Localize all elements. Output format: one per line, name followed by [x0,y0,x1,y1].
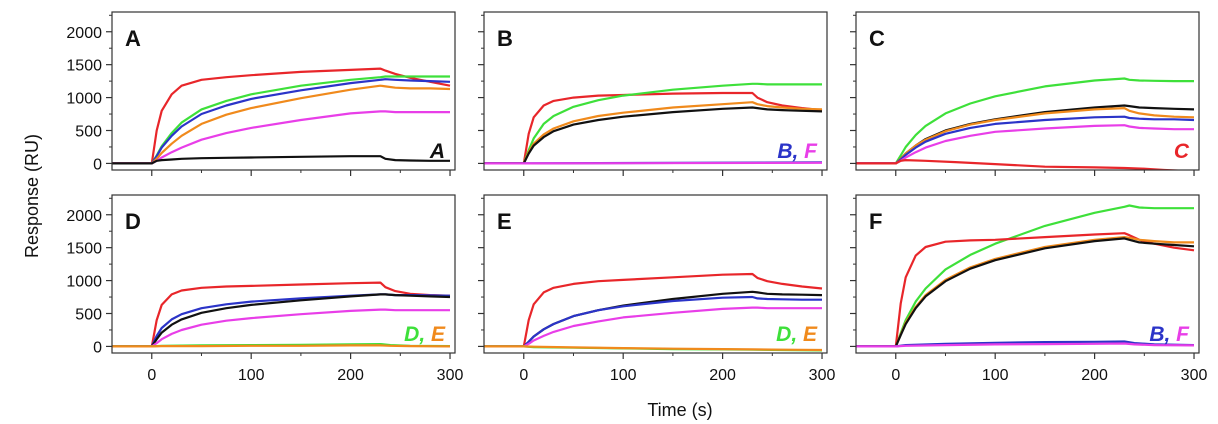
panel-c-series-line-5 [856,124,1194,165]
panel-d-legend-entry: D, [404,323,425,346]
panel-e-x-tick-label: 300 [809,367,836,384]
panel-f-x-tick-label: 300 [1181,367,1208,384]
panel-d-y-tick-label: 500 [75,307,102,324]
panel-c-series-line-1 [856,77,1194,165]
panel-a-y-tick-label: 2000 [66,25,102,42]
panel-f-series [856,204,1195,348]
panel-f-frame [855,194,1200,354]
panel-f-x-tick-label: 100 [982,367,1009,384]
panel-b-frame [483,11,828,171]
panel-d-series-line-3 [112,293,451,348]
panel-e-legend-entry: D, [776,323,797,346]
panel-c-legend: C [1174,140,1190,163]
panel-e-series-line-4 [484,306,822,348]
panel-d-frame [111,194,456,354]
panel-b-letter: B [497,26,513,51]
panel-b-legend: B, F [777,140,818,163]
panel-d-x-tick-label: 200 [337,367,364,384]
panel-b-series-line-3 [484,101,823,165]
panel-d-series-line-6 [112,344,451,348]
panel-d-y-tick-label: 2000 [66,208,102,225]
panel-b-series-line-1 [484,91,823,165]
panel-f-series-line-4 [856,237,1195,348]
panel-a-series-line-6 [112,155,450,165]
panel-a-series-line-5 [112,110,450,165]
panel-c-letter: C [869,26,885,51]
panel-d-series-line-4 [112,308,450,348]
panel-c-series-line-6 [856,159,1190,170]
panel-e-x-tick-label: 100 [610,367,637,384]
panel-e-x-tick-label: 200 [709,367,736,384]
panel-b: B B, F [478,11,828,176]
x-axis-label: Time (s) [647,400,712,420]
panel-d-legend: D, E [404,323,446,346]
panel-a-series-line-4 [112,84,451,165]
panel-b-series-line-6 [484,161,823,165]
panel-e-legend: D, E [776,323,818,346]
panel-c-frame [855,11,1200,171]
panel-c-legend-entry: C [1174,140,1190,163]
panel-b-series [484,82,823,165]
panel-d-y-tick-label: 1500 [66,241,102,258]
panel-b-series-line-4 [484,106,823,165]
panel-a-y-tick-label: 1000 [66,91,102,108]
panel-a-series-line-1 [112,67,451,165]
panel-e-series-line-1 [484,272,823,348]
panel-d-y-tick-label: 1000 [66,274,102,291]
panel-e-legend-entry: E [797,323,818,346]
panel-a-frame [111,11,456,171]
panel-f-x-tick-label: 0 [891,367,900,384]
panel-b-series-line-2 [484,82,822,165]
panel-d-x-tick-label: 100 [238,367,265,384]
panel-a-y-tick-label: 500 [75,124,102,141]
panel-d-x-tick-label: 0 [147,367,156,384]
panel-d-legend-entry: E [425,323,446,346]
panel-d-x-tick-label: 300 [437,367,464,384]
panel-a-legend: A [429,140,445,163]
panel-e-frame [483,194,828,354]
panel-a-y-tick-label: 1500 [66,58,102,75]
panel-c: CC [850,11,1200,176]
panel-a-series [112,67,451,165]
panel-d-series [112,281,451,348]
panel-f-legend-entry: F [1170,323,1190,346]
panel-b-legend-entry: B, [777,140,798,163]
panel-a-series-line-2 [112,75,450,165]
panel-c-series [856,77,1195,170]
panel-f-series-line-6 [856,342,1195,348]
panel-a-letter: A [125,26,141,51]
panel-b-legend-entry: F [798,140,818,163]
panel-a-legend-entry: A [429,140,445,163]
panel-c-series-line-4 [856,115,1195,165]
panel-d-letter: D [125,209,141,234]
panel-e-series [484,272,823,352]
panel-d-series-line-1 [112,281,451,348]
panel-f-series-line-2 [856,232,1195,348]
panel-d-y-tick-label: 0 [93,339,102,356]
panel-f-legend: B, F [1149,323,1190,346]
panel-f-legend-entry: B, [1149,323,1170,346]
panel-e-series-line-6 [484,345,823,352]
panel-d: 0 500 1000 1500 2000 0 100 200 300 D D, E [66,194,464,384]
y-axis-label: Response (RU) [22,134,42,258]
panel-f-x-tick-label: 200 [1081,367,1108,384]
panel-e-series-line-3 [484,295,822,348]
panel-e-x-tick-label: 0 [519,367,528,384]
panel-f-letter: F [869,209,882,234]
panel-e-letter: E [497,209,512,234]
panel-a-series-line-3 [112,78,451,165]
panel-a: 0 500 1000 1500 2000 A A [66,11,456,176]
panel-a-y-tick-label: 0 [93,156,102,173]
